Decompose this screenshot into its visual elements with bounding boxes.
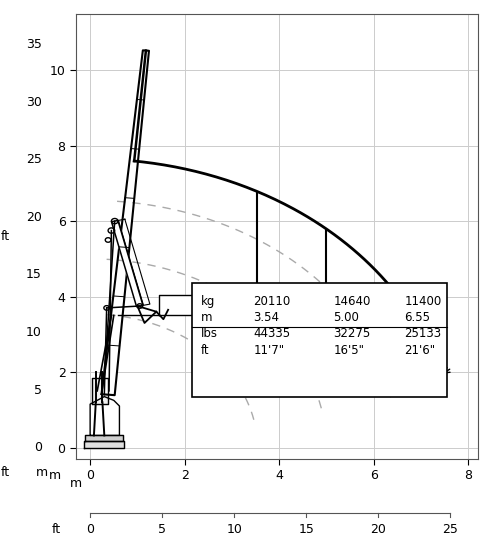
Text: ft: ft — [52, 523, 61, 536]
Text: lbs: lbs — [201, 327, 218, 340]
Text: m: m — [36, 466, 48, 479]
Text: 21'6": 21'6" — [404, 344, 436, 357]
Text: ft: ft — [0, 466, 9, 479]
Text: 25: 25 — [442, 523, 458, 536]
Text: 20: 20 — [26, 211, 42, 224]
Polygon shape — [159, 295, 257, 315]
Bar — [192, 283, 447, 396]
Text: 20110: 20110 — [253, 295, 291, 308]
Text: 0: 0 — [34, 441, 42, 454]
Text: 5: 5 — [34, 383, 42, 396]
Text: 35: 35 — [26, 39, 42, 52]
Polygon shape — [326, 307, 400, 315]
Text: 15°: 15° — [378, 345, 403, 364]
Text: ft: ft — [201, 344, 210, 357]
Text: 14640: 14640 — [334, 295, 371, 308]
Text: 25: 25 — [26, 154, 42, 167]
Polygon shape — [257, 301, 326, 315]
Text: 32275: 32275 — [334, 327, 371, 340]
Polygon shape — [90, 396, 120, 435]
Text: 3.54: 3.54 — [253, 311, 279, 324]
Text: m: m — [49, 469, 61, 482]
Text: 44335: 44335 — [253, 327, 291, 340]
Polygon shape — [93, 378, 108, 404]
Polygon shape — [84, 441, 124, 447]
Text: 11'7": 11'7" — [253, 344, 284, 357]
Text: ft: ft — [0, 230, 9, 243]
Text: 25133: 25133 — [404, 327, 441, 340]
Text: 16'5": 16'5" — [334, 344, 365, 357]
Text: 15: 15 — [26, 268, 42, 281]
Text: kg: kg — [201, 295, 216, 308]
Text: m: m — [201, 311, 213, 324]
Polygon shape — [112, 220, 143, 307]
Polygon shape — [85, 435, 123, 441]
Text: 5: 5 — [158, 523, 166, 536]
Text: 20: 20 — [370, 523, 386, 536]
Text: 10: 10 — [26, 326, 42, 339]
Polygon shape — [101, 50, 149, 395]
Text: 15: 15 — [298, 523, 314, 536]
Text: 5.00: 5.00 — [334, 311, 360, 324]
Text: m: m — [70, 477, 82, 490]
Text: 10: 10 — [226, 523, 242, 536]
Polygon shape — [400, 312, 441, 315]
Text: 30: 30 — [26, 96, 42, 109]
Text: 6.55: 6.55 — [404, 311, 431, 324]
Text: 11400: 11400 — [404, 295, 441, 308]
Text: 0: 0 — [86, 523, 94, 536]
